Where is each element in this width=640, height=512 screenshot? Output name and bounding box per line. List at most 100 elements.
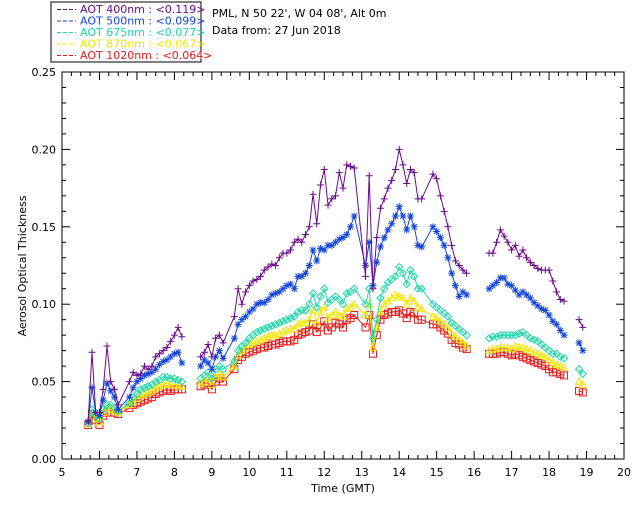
- data-point: [413, 302, 423, 311]
- data-point: [200, 356, 208, 364]
- data-point: [287, 246, 295, 254]
- data-point: [263, 323, 273, 332]
- data-point: [376, 204, 384, 212]
- data-point: [406, 265, 415, 275]
- data-point: [373, 234, 381, 242]
- data-point: [320, 166, 328, 174]
- data-point: [403, 226, 411, 234]
- x-tick-label: 8: [171, 466, 178, 479]
- data-point: [399, 161, 407, 169]
- data-point: [178, 359, 186, 367]
- data-point: [316, 307, 325, 316]
- data-point: [335, 235, 343, 243]
- data-point: [350, 212, 358, 220]
- data-point: [207, 385, 216, 394]
- data-point: [151, 383, 161, 392]
- data-point: [507, 330, 516, 340]
- data-point: [414, 241, 422, 249]
- data-point: [268, 260, 276, 268]
- data-point: [260, 324, 269, 334]
- data-point: [388, 220, 396, 228]
- data-point: [436, 234, 444, 242]
- data-point: [552, 360, 561, 368]
- data-point: [103, 379, 111, 387]
- data-point: [559, 354, 569, 363]
- data-point: [207, 380, 217, 388]
- series-4: [84, 306, 587, 429]
- data-point: [218, 365, 228, 374]
- data-point: [503, 330, 513, 340]
- data-point: [406, 166, 414, 174]
- data-point: [264, 296, 272, 304]
- data-point: [534, 302, 542, 310]
- legend-item: AOT 1020nm : <0.064>: [57, 49, 213, 62]
- data-point: [260, 266, 268, 274]
- data-point: [448, 241, 456, 249]
- legend-label: AOT 500nm : <0.099>: [80, 15, 206, 28]
- data-point: [132, 389, 142, 399]
- data-point: [178, 333, 186, 341]
- x-tick-label: 13: [355, 466, 369, 479]
- data-point: [196, 378, 205, 387]
- data-point: [253, 275, 261, 283]
- data-point: [503, 343, 513, 351]
- y-tick-label: 0.20: [32, 143, 57, 156]
- data-point: [526, 258, 534, 266]
- data-point: [391, 272, 400, 281]
- data-point: [158, 372, 168, 382]
- x-tick-label: 9: [208, 466, 215, 479]
- data-point: [234, 285, 242, 293]
- data-point: [545, 266, 553, 274]
- data-point: [278, 317, 288, 326]
- data-point: [290, 312, 299, 321]
- data-point: [451, 332, 460, 341]
- data-point: [158, 380, 168, 388]
- data-point: [215, 331, 223, 339]
- data-point: [455, 262, 463, 269]
- data-point: [549, 317, 557, 325]
- data-point: [395, 145, 403, 153]
- legend-label: AOT 1020nm : <0.064>: [80, 49, 213, 62]
- data-point: [152, 353, 160, 361]
- data-point: [203, 373, 213, 382]
- data-point: [91, 414, 101, 423]
- data-point: [511, 241, 519, 249]
- data-point: [525, 346, 535, 354]
- data-point: [230, 357, 239, 366]
- data-point: [271, 330, 280, 339]
- data-point: [219, 339, 227, 347]
- data-point: [553, 320, 561, 328]
- data-point: [238, 316, 246, 324]
- data-point: [454, 335, 464, 344]
- data-point: [107, 387, 115, 395]
- data-point: [402, 299, 412, 308]
- series-line: [87, 382, 182, 424]
- data-point: [523, 254, 531, 262]
- data-point: [530, 299, 538, 307]
- data-point: [316, 292, 325, 301]
- data-point: [294, 272, 302, 280]
- data-point: [84, 416, 92, 424]
- data-point: [496, 226, 504, 234]
- data-point: [279, 285, 287, 293]
- series-1: [84, 203, 587, 426]
- data-point: [349, 299, 359, 308]
- data-point: [177, 377, 187, 386]
- data-point: [578, 380, 588, 388]
- data-point: [499, 330, 509, 340]
- data-point: [350, 284, 359, 293]
- data-point: [312, 318, 322, 327]
- data-point: [447, 329, 457, 337]
- data-point: [346, 162, 354, 170]
- date-info: Data from: 27 Jun 2018: [212, 24, 341, 37]
- data-point: [319, 302, 329, 311]
- data-point: [208, 353, 216, 361]
- data-point: [305, 262, 313, 269]
- data-point: [436, 192, 444, 200]
- data-point: [88, 348, 96, 356]
- series-line: [200, 265, 467, 380]
- data-point: [257, 299, 265, 307]
- data-point: [522, 344, 531, 353]
- data-point: [529, 347, 539, 356]
